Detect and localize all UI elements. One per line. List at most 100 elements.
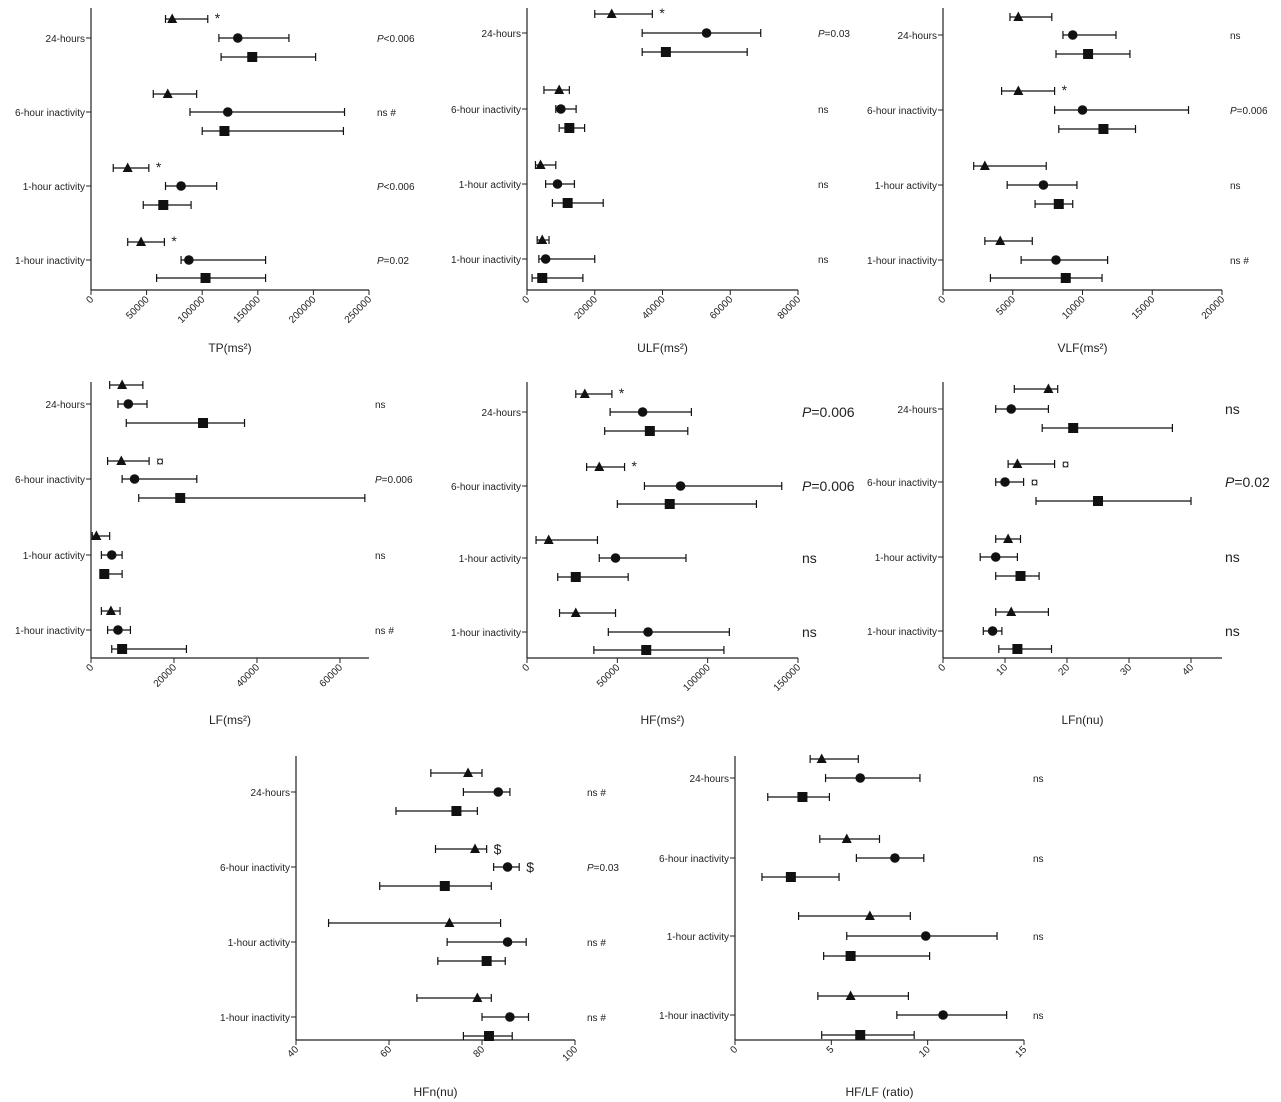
x-tick-label: 40000 [235,662,263,690]
p-symbol: P [818,29,825,40]
p-symbol: P [1225,474,1235,490]
triangle-marker [1043,383,1054,393]
panel-7: 40 60 80 100 HFn(nu) 24-hours ns # 6-hour inact… [220,756,619,1099]
square-marker [797,792,808,802]
triangle-marker [1003,533,1014,543]
x-tick-label: 30 [1118,662,1134,678]
p-value-text: =0.02 [1234,474,1270,490]
triangle-marker [463,767,474,777]
x-tick-label: 200000 [287,294,319,326]
significance-mark: ¤ [1031,474,1039,490]
significance-mark: $ [526,859,534,875]
p-value-annotation: ns [1225,401,1240,417]
circle-marker [505,1012,515,1022]
p-value-annotation: ns [1225,549,1240,565]
p-value-annotation: ns [818,180,829,191]
circle-marker [701,28,712,38]
x-tick-label: 0 [520,294,532,306]
triangle-marker [1012,458,1023,468]
square-marker [1093,496,1103,506]
category-1-hour-inactivity: 1-hour inactivity [220,1013,290,1024]
triangle-marker [136,236,147,246]
square-marker [537,273,548,283]
p-value-annotation: P<0.006 [377,34,415,45]
circle-marker [123,399,134,409]
p-value-text: =0.006 [811,478,854,494]
x-tick-label: 0 [84,294,96,306]
triangle-marker [845,990,856,1000]
circle-marker [556,104,566,114]
x-tick-label: 60 [378,1044,394,1060]
x-tick-label: 250000 [343,294,375,326]
category-1-hour-inactivity: 1-hour inactivity [15,626,85,637]
triangle-marker [167,13,178,23]
p-symbol: P [377,34,384,45]
circle-marker [540,254,551,264]
p-value-annotation: P<0.006 [377,182,415,193]
p-symbol: P [1230,106,1237,117]
panel-6: 0 10 20 30 40 LFn(nu) 24-hours ns 6-hour inactiv… [867,382,1270,727]
square-marker [660,47,671,57]
p-value-text: =0.03 [594,863,620,874]
x-tick-label: 60000 [708,294,736,322]
circle-marker [1006,404,1016,414]
category-24-hours: 24-hours [251,788,290,799]
triangle-marker [554,84,565,94]
circle-marker [987,626,998,636]
p-value-text: =0.006 [811,404,854,420]
square-marker [247,52,258,62]
circle-marker [675,481,686,491]
circle-marker [129,474,140,484]
circle-marker [890,853,900,863]
category-24-hours: 24-hours [482,29,521,40]
x-tick-label: 10 [994,662,1010,678]
triangle-marker [1006,606,1017,616]
x-tick-label: 40 [285,1044,301,1060]
triangle-marker [594,461,605,471]
p-value-text: =0.03 [825,29,851,40]
x-tick-label: 15000 [1130,294,1158,322]
x-tick-label: 150000 [772,662,804,694]
triangle-marker [91,530,102,540]
x-tick-label: 0 [84,662,96,674]
p-value-text: <0.006 [384,182,415,193]
category-24-hours: 24-hours [46,400,85,411]
x-axis-label: LFn(nu) [1061,713,1103,727]
circle-marker [1067,30,1078,40]
triangle-marker [543,534,554,544]
x-axis-label: HFn(nu) [413,1085,457,1099]
panel-2: 0 20000 40000 60000 80000 ULF(ms²) 24-hours * P=… [451,5,850,355]
category-1-hour-inactivity: 1-hour inactivity [451,255,521,266]
category-24-hours: 24-hours [482,408,521,419]
x-axis-label: HF(ms²) [641,713,685,727]
square-marker [785,872,796,882]
triangle-marker [579,388,590,398]
panel-1: 0 50000 100000 150000 200000 250000 TP(ms²) 24-… [15,8,415,355]
x-tick-label: 20000 [572,294,600,322]
p-value-annotation: P=0.02 [377,256,409,267]
category-1-hour-activity: 1-hour activity [875,181,937,192]
significance-mark: * [619,385,625,401]
category-1-hour-activity: 1-hour activity [23,551,85,562]
panel-4: 0 20000 40000 60000 LF(ms²) 24-hours ns 6-hour … [15,379,413,727]
p-value-annotation: ns # [377,108,396,119]
category-1-hour-inactivity: 1-hour inactivity [867,627,937,638]
square-marker [644,426,655,436]
p-value-annotation: ns # [587,1013,606,1024]
circle-marker [552,179,563,189]
x-axis-label: TP(ms²) [208,341,251,355]
p-value-annotation: ns # [375,626,394,637]
p-value-text: <0.006 [384,34,415,45]
triangle-marker [535,159,546,169]
significance-mark: * [171,233,177,249]
square-marker [483,1031,494,1041]
triangle-marker [470,843,481,853]
x-tick-label: 100000 [176,294,208,326]
x-tick-label: 80 [471,1044,487,1060]
p-value-text: =0.006 [1237,106,1268,117]
p-value-annotation: ns [1033,774,1044,785]
square-marker [570,572,581,582]
category-1-hour-activity: 1-hour activity [23,182,85,193]
circle-marker [938,1010,948,1020]
significance-mark: * [632,458,638,474]
